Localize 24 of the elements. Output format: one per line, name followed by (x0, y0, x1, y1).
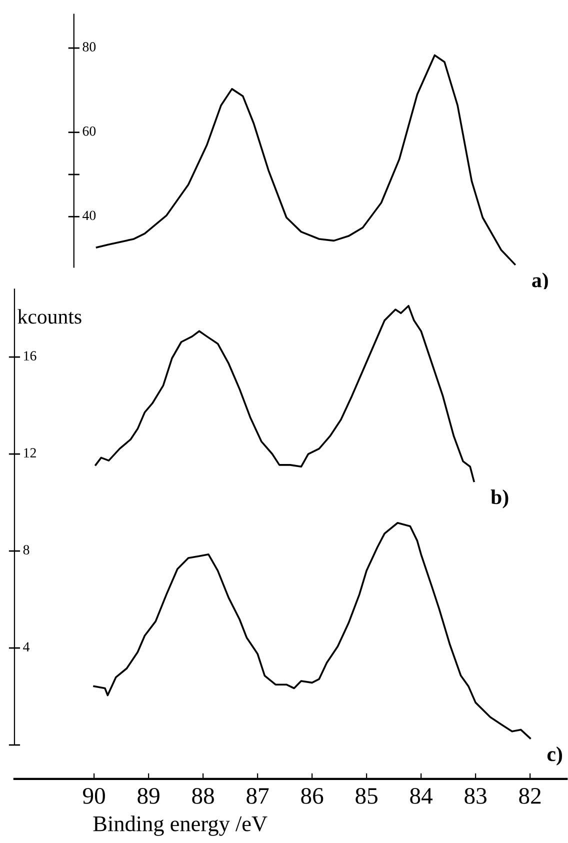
x-tick-label: 89 (138, 788, 160, 804)
y-tick-label: 4 (23, 642, 30, 652)
x-tick-label: 86 (301, 788, 324, 804)
x-tick-label: 87 (246, 788, 269, 804)
line-series (96, 54, 516, 266)
line-series (94, 304, 475, 482)
y-tick-label: 8 (23, 545, 30, 554)
x-tick-label: 84 (410, 788, 432, 804)
y-axis-title: kcounts (18, 309, 82, 324)
series-label: c) (547, 746, 562, 766)
series-label: a) (532, 272, 548, 292)
x-tick-label: 85 (356, 788, 378, 804)
x-tick-label: 83 (464, 788, 486, 804)
series-label: b) (490, 490, 508, 508)
y-tick-label: 16 (24, 351, 36, 361)
y-tick-label: 60 (82, 126, 96, 136)
x-tick-label: 88 (192, 788, 214, 804)
x-axis-title: Binding energy /eV (93, 816, 268, 836)
y-tick-label: 12 (24, 448, 36, 458)
x-tick-label: 82 (519, 788, 541, 804)
y-tick-label: 80 (82, 42, 96, 52)
y-tick-label: 40 (82, 210, 96, 220)
line-series (93, 522, 531, 740)
x-tick-label: 90 (83, 788, 105, 804)
